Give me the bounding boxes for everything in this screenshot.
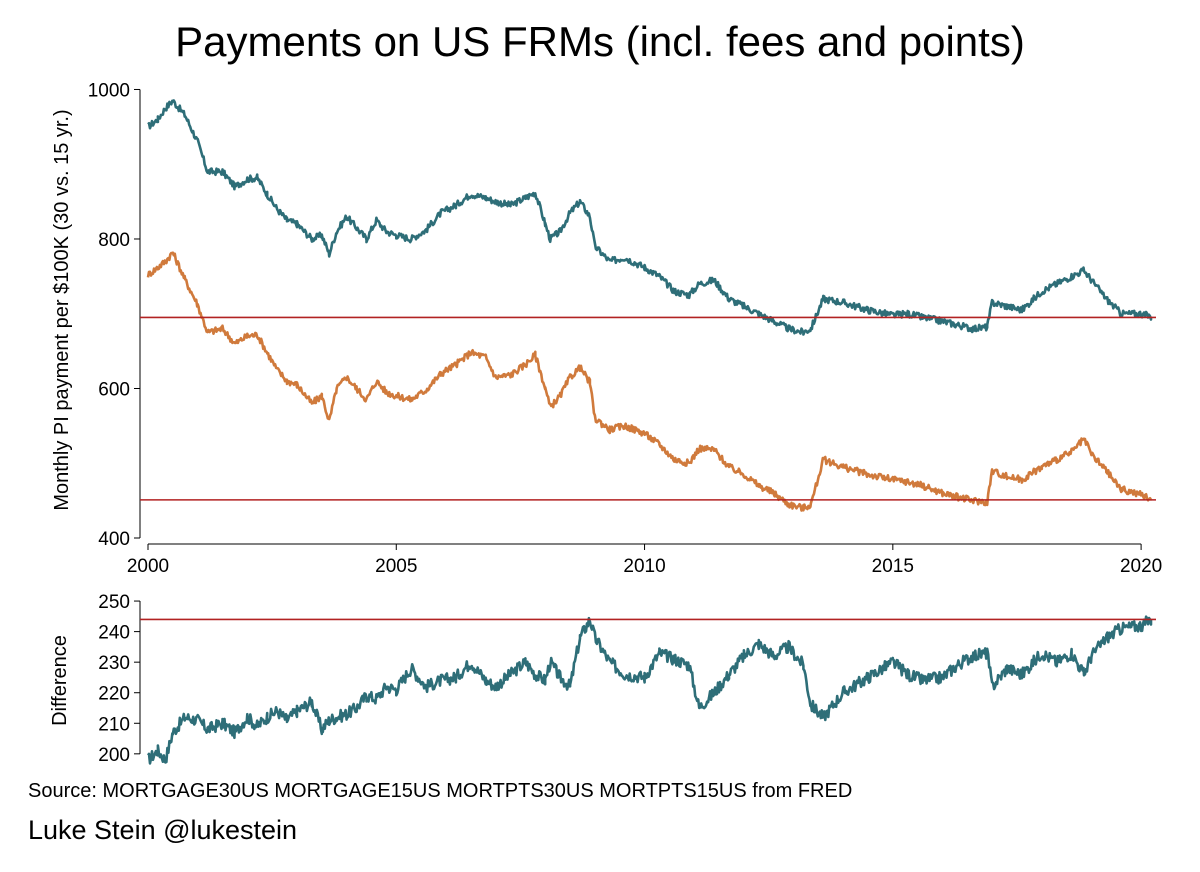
x-tick-label: 2015 xyxy=(872,556,914,577)
series-line-difference xyxy=(146,615,1153,765)
x-tick-label: 2020 xyxy=(1120,556,1162,577)
y-tick-label: 210 xyxy=(98,714,130,735)
source-note: Source: MORTGAGE30US MORTGAGE15US MORTPT… xyxy=(28,780,853,802)
series-line-15-year xyxy=(146,251,1153,512)
difference-axis-label: Difference xyxy=(49,635,71,726)
y-tick-label: 200 xyxy=(98,745,130,766)
y-tick-label: 600 xyxy=(98,379,130,400)
y-tick-label: 800 xyxy=(98,230,130,251)
y-tick-label: 400 xyxy=(98,529,130,550)
y-tick-label: 1000 xyxy=(88,80,130,101)
y-tick-label: 240 xyxy=(98,623,130,644)
top-panel: 400 600 800 1000 2000 2005 2010 2015 2020 Monthly… xyxy=(51,80,1162,577)
y-axis-label: Monthly PI payment per $100K (30 vs. 15 … xyxy=(51,109,73,510)
x-tick-label: 2000 xyxy=(127,556,169,577)
series-line-30-year xyxy=(147,99,1153,336)
chart-title: Payments on US FRMs (incl. fees and poin… xyxy=(175,18,1025,65)
y-tick-label: 220 xyxy=(98,684,130,705)
y-tick-label: 250 xyxy=(98,592,130,613)
y-tick-label: 230 xyxy=(98,653,130,674)
x-tick-label: 2010 xyxy=(623,556,665,577)
x-tick-label: 2005 xyxy=(375,556,417,577)
author-credit: Luke Stein @lukestein xyxy=(28,815,298,845)
bottom-panel: 200 210 220 230 240 250 Difference xyxy=(49,592,1156,766)
